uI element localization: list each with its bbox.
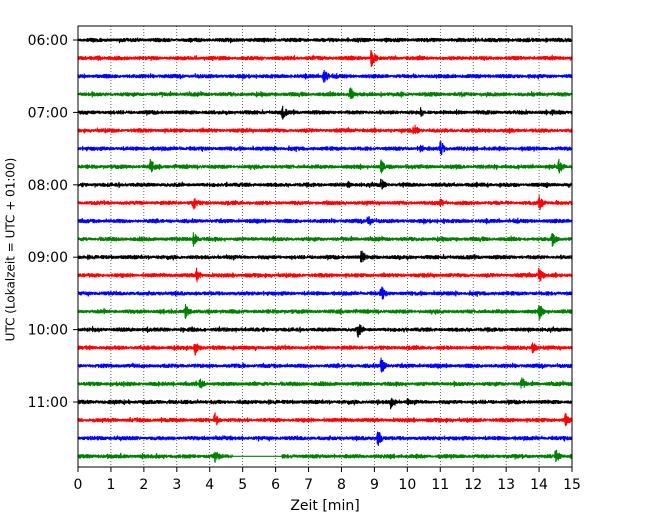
trace-0815 xyxy=(77,195,573,211)
trace-0615 xyxy=(77,50,573,68)
x-tick-label-1: 1 xyxy=(106,477,115,493)
trace-0915 xyxy=(77,267,573,283)
trace-0630 xyxy=(77,69,573,83)
x-tick-label-7: 7 xyxy=(304,477,313,493)
trace-1015 xyxy=(77,342,573,356)
x-tick-label-3: 3 xyxy=(172,477,181,493)
x-tick-label-4: 4 xyxy=(205,477,214,493)
x-tick-label-13: 13 xyxy=(497,477,515,493)
trace-0745 xyxy=(77,158,573,174)
trace-0715 xyxy=(77,124,573,135)
x-axis-ticks: 0 1 2 3 4 5 6 7 8 9 10 11 12 13 14 15 xyxy=(74,467,581,493)
x-tick-label-14: 14 xyxy=(530,477,548,493)
y-tick-label-0900: 09:00 xyxy=(28,250,68,266)
trace-layer xyxy=(77,37,573,463)
trace-0930 xyxy=(77,286,573,300)
y-tick-label-1100: 11:00 xyxy=(28,395,68,411)
y-axis-ticks: 06:00 07:00 08:00 09:00 10:00 11:00 xyxy=(28,33,78,411)
trace-1115 xyxy=(77,412,573,427)
trace-1000 xyxy=(77,324,573,338)
x-tick-label-11: 11 xyxy=(431,477,449,493)
y-tick-label-0800: 08:00 xyxy=(28,178,68,194)
x-tick-label-12: 12 xyxy=(464,477,482,493)
trace-1030 xyxy=(77,357,573,373)
y-tick-label-1000: 10:00 xyxy=(28,323,68,339)
x-tick-label-5: 5 xyxy=(238,477,247,493)
trace-1130 xyxy=(77,431,573,446)
trace-1100 xyxy=(77,397,573,410)
trace-0600 xyxy=(77,37,573,44)
trace-0830 xyxy=(77,216,573,226)
trace-1045 xyxy=(77,377,573,389)
y-tick-label-0700: 07:00 xyxy=(28,105,68,121)
x-tick-label-2: 2 xyxy=(139,477,148,493)
x-tick-label-9: 9 xyxy=(370,477,379,493)
x-tick-label-8: 8 xyxy=(337,477,346,493)
trace-1145 xyxy=(77,449,573,463)
x-tick-label-10: 10 xyxy=(398,477,416,493)
y-axis-title: UTC (Lokalzeit = UTC + 01:00) xyxy=(4,158,18,342)
trace-0700 xyxy=(77,105,573,120)
trace-0845 xyxy=(77,232,573,247)
plot-frame xyxy=(77,25,573,468)
y-tick-label-0600: 06:00 xyxy=(28,33,68,49)
trace-0800 xyxy=(77,178,573,190)
x-tick-label-15: 15 xyxy=(563,477,581,493)
trace-0945 xyxy=(77,303,573,321)
x-tick-label-6: 6 xyxy=(271,477,280,493)
trace-0645 xyxy=(77,87,573,99)
x-tick-label-0: 0 xyxy=(74,477,83,493)
trace-0730 xyxy=(77,140,573,156)
x-axis-title: Zeit [min] xyxy=(290,498,359,514)
trace-0900 xyxy=(77,250,573,263)
